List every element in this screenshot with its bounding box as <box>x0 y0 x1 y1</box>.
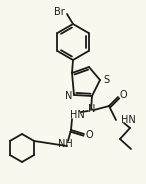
Text: HN: HN <box>121 115 136 125</box>
Text: N: N <box>88 104 96 114</box>
Text: S: S <box>103 75 109 85</box>
Text: HN: HN <box>70 110 84 120</box>
Text: NH: NH <box>58 139 72 149</box>
Text: Br: Br <box>54 7 64 17</box>
Text: O: O <box>119 90 127 100</box>
Text: N: N <box>65 91 73 101</box>
Text: O: O <box>85 130 93 140</box>
